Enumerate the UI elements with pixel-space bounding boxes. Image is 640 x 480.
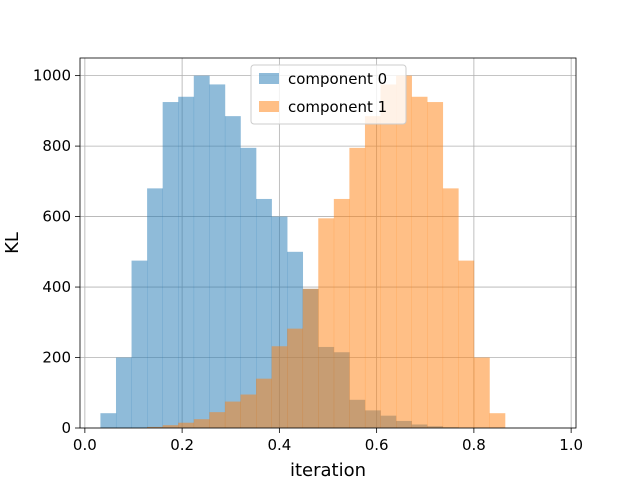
legend-box [250,64,407,125]
x-tick-label: 0.0 [73,436,97,454]
x-tick-label: 1.0 [559,436,583,454]
histogram-bar-component-0 [115,357,132,428]
x-tick-label: 0.8 [462,436,486,454]
histogram-bar-component-0 [240,147,257,428]
histogram-bar-component-1 [178,422,195,428]
histogram-bar-component-1 [380,84,397,428]
legend-swatch-component-0 [259,73,279,84]
y-tick-label: 800 [42,137,71,155]
y-axis-title: KL [2,232,23,254]
histogram-bar-component-0 [147,188,163,428]
y-tick-label: 400 [42,278,71,296]
histogram-bar-component-0 [256,198,272,428]
histogram-bar-component-0 [224,116,241,429]
histogram-bar-component-1 [396,75,412,428]
histogram-bar-component-1 [364,116,381,429]
y-tick-label: 0 [61,419,71,437]
legend: component 0 component 1 [250,64,407,125]
histogram-bar-component-0 [209,84,226,428]
legend-label-component-0: component 0 [288,70,387,88]
histogram-bar-component-1 [442,188,459,428]
x-tick-label: 0.4 [267,436,291,454]
bars [100,75,506,429]
histogram-bar-component-1 [473,357,490,428]
legend-swatch-component-1 [259,101,279,112]
histogram-bar-component-1 [224,401,241,428]
y-tick-label: 1000 [33,67,71,85]
histogram-bar-component-1 [458,260,475,428]
histogram-bar-component-0 [100,413,117,428]
histogram-bar-component-0 [178,96,195,428]
histogram-bar-component-1 [209,412,226,428]
histogram-bar-component-1 [162,425,179,428]
histogram-bar-component-1 [318,218,335,428]
histogram-bar-component-1 [411,96,428,428]
x-tick-label: 0.2 [170,436,194,454]
x-axis-ticks: 0.0 0.2 0.4 0.6 0.8 1.0 [73,428,583,454]
histogram-bar-component-0 [193,75,210,428]
histogram-bar-component-1 [193,419,210,428]
histogram-bar-component-1 [349,147,366,428]
histogram-bar-component-1 [147,426,163,428]
x-tick-label: 0.6 [365,436,389,454]
legend-label-component-1: component 1 [288,98,387,116]
histogram-bar-component-0 [131,260,148,428]
histogram-bar-component-1 [333,198,350,428]
histogram-bar-component-1 [256,378,272,428]
histogram-bar-component-1 [271,346,288,428]
histogram-bar-component-1 [287,328,304,428]
plot-frame [79,57,577,429]
histogram-bar-component-1 [427,102,444,429]
y-tick-label: 200 [42,349,71,367]
histogram-bar-component-0 [162,102,179,429]
histogram-bar-component-1 [302,288,319,428]
y-tick-label: 600 [42,208,71,226]
histogram-bar-component-1 [240,394,257,428]
histogram-bar-component-1 [489,413,506,428]
x-axis-title: iteration [290,460,366,480]
y-axis-ticks: 0 200 400 600 800 1000 [33,67,80,437]
